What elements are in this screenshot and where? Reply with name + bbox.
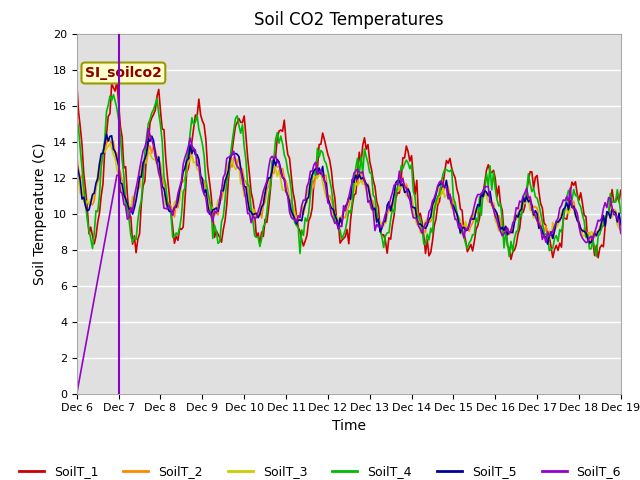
SoilT_5 [247,209,255,215]
SoilT_5 [89,192,97,197]
Text: SI_soilco2: SI_soilco2 [85,66,162,80]
Line: SoilT_5: SoilT_5 [77,134,621,244]
SoilT_4 [89,246,97,252]
SoilT_1 [247,190,255,195]
SoilT_5 [456,230,464,236]
SoilT_1 [617,187,625,193]
SoilT_2 [502,228,509,233]
SoilT_6 [73,391,81,396]
SoilT_3 [106,141,114,147]
SoilT_5 [582,230,590,236]
SoilT_3 [456,217,464,223]
SoilT_3 [502,232,509,238]
SoilT_3 [247,210,255,216]
SoilT_5 [544,241,552,247]
SoilT_5 [102,131,110,137]
SoilT_4 [221,197,229,203]
SoilT_2 [247,208,255,214]
SoilT_6 [145,126,152,132]
Legend: SoilT_1, SoilT_2, SoilT_3, SoilT_4, SoilT_5, SoilT_6: SoilT_1, SoilT_2, SoilT_3, SoilT_4, Soil… [14,460,626,480]
SoilT_2 [221,178,229,183]
SoilT_3 [617,228,625,233]
SoilT_6 [617,230,625,236]
Line: SoilT_4: SoilT_4 [77,95,621,256]
SoilT_2 [73,154,81,159]
SoilT_6 [456,221,464,227]
SoilT_4 [502,229,509,235]
SoilT_6 [580,238,588,243]
SoilT_1 [507,256,515,262]
SoilT_4 [456,230,464,236]
SoilT_2 [580,226,588,231]
Line: SoilT_2: SoilT_2 [77,139,621,240]
SoilT_1 [221,218,229,224]
Line: SoilT_1: SoilT_1 [77,81,621,259]
SoilT_2 [617,217,625,223]
SoilT_1 [582,214,590,219]
SoilT_6 [247,220,255,226]
SoilT_2 [588,237,595,243]
SoilT_3 [89,197,97,203]
SoilT_3 [221,181,229,187]
SoilT_5 [73,161,81,167]
SoilT_5 [617,222,625,228]
Line: SoilT_6: SoilT_6 [77,129,621,394]
SoilT_4 [247,207,255,213]
SoilT_5 [502,224,509,229]
SoilT_4 [617,210,625,216]
X-axis label: Time: Time [332,419,366,433]
SoilT_2 [89,202,97,208]
SoilT_1 [113,78,121,84]
Title: Soil CO2 Temperatures: Soil CO2 Temperatures [254,11,444,29]
SoilT_4 [506,253,513,259]
SoilT_4 [73,116,81,121]
SoilT_1 [73,81,81,86]
SoilT_1 [89,233,97,239]
SoilT_1 [456,206,464,212]
SoilT_2 [104,136,112,142]
Line: SoilT_3: SoilT_3 [77,144,621,239]
SoilT_3 [545,236,553,242]
SoilT_3 [582,233,590,239]
SoilT_6 [221,171,229,177]
SoilT_6 [502,228,509,234]
SoilT_4 [109,92,117,97]
SoilT_3 [73,172,81,178]
Y-axis label: Soil Temperature (C): Soil Temperature (C) [33,143,47,285]
SoilT_6 [89,305,97,311]
SoilT_4 [582,234,590,240]
SoilT_1 [502,224,509,229]
SoilT_5 [221,179,229,184]
SoilT_2 [456,224,464,230]
